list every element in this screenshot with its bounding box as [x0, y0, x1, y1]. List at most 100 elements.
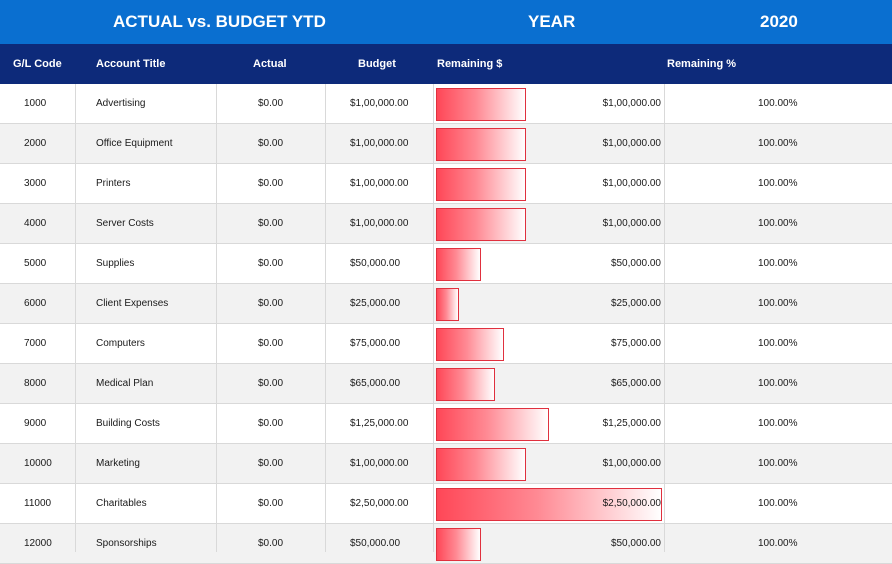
account-title-cell: Charitables: [96, 498, 147, 509]
actual-cell: $0.00: [258, 258, 284, 269]
table-row: 1000 Advertising $0.00 $1,00,000.00 $1,00,00…: [0, 84, 892, 124]
column-divider: [216, 84, 217, 552]
budget-cell: $1,00,000.00: [350, 218, 409, 229]
column-gl-code: G/L Code: [13, 58, 62, 70]
actual-cell: $0.00: [258, 138, 284, 149]
table-row: 7000 Computers $0.00 $75,000.00 $75,000.00 10…: [0, 324, 892, 364]
table-row: 8000 Medical Plan $0.00 $65,000.00 $65,000.0…: [0, 364, 892, 404]
budget-cell: $1,00,000.00: [350, 178, 409, 189]
actual-cell: $0.00: [258, 458, 284, 469]
remaining-amount-cell: $25,000.00: [610, 298, 661, 309]
actual-cell: $0.00: [258, 298, 284, 309]
budget-cell: $75,000.00: [350, 338, 401, 349]
budget-cell: $1,00,000.00: [350, 138, 409, 149]
report-banner: ACTUAL vs. BUDGET YTD YEAR 2020: [0, 0, 892, 44]
account-title-cell: Advertising: [96, 98, 146, 109]
gl-code-cell: 5000: [24, 258, 47, 269]
column-divider: [325, 84, 326, 552]
table-row: 4000 Server Costs $0.00 $1,00,000.00 $1,00,0…: [0, 204, 892, 244]
actual-cell: $0.00: [258, 218, 284, 229]
remaining-amount-cell: $1,00,000.00: [602, 218, 661, 229]
remaining-pct-cell: 100.00%: [758, 178, 798, 189]
remaining-pct-cell: 100.00%: [758, 498, 798, 509]
actual-cell: $0.00: [258, 418, 284, 429]
account-title-cell: Sponsorships: [96, 538, 157, 549]
year-value: 2020: [760, 12, 798, 31]
table-row: 2000 Office Equipment $0.00 $1,00,000.00 $1,…: [0, 124, 892, 164]
budget-cell: $50,000.00: [350, 538, 401, 549]
table-row: 12000 Sponsorships $0.00 $50,000.00 $50,000.…: [0, 524, 892, 564]
budget-cell: $65,000.00: [350, 378, 401, 389]
table-header: G/L Code Account Title Actual Budget Rem…: [0, 44, 892, 84]
column-divider: [664, 84, 665, 552]
table-row: 9000 Building Costs $0.00 $1,25,000.00 $1,25…: [0, 404, 892, 444]
table-row: 11000 Charitables $0.00 $2,50,000.00 $2,50,0…: [0, 484, 892, 524]
remaining-data-bar: [436, 528, 481, 561]
account-title-cell: Medical Plan: [96, 378, 154, 389]
budget-cell: $1,00,000.00: [350, 98, 409, 109]
remaining-data-bar: [436, 208, 526, 241]
remaining-pct-cell: 100.00%: [758, 138, 798, 149]
gl-code-cell: 11000: [24, 498, 52, 509]
table-row: 5000 Supplies $0.00 $50,000.00 $50,000.00 100…: [0, 244, 892, 284]
account-title-cell: Server Costs: [96, 218, 154, 229]
remaining-data-bar: [436, 288, 459, 321]
column-divider: [75, 84, 76, 552]
budget-table-body: 1000 Advertising $0.00 $1,00,000.00 $1,00,00…: [0, 84, 892, 564]
account-title-cell: Supplies: [96, 258, 135, 269]
gl-code-cell: 9000: [24, 418, 47, 429]
report-title: ACTUAL vs. BUDGET YTD: [113, 12, 326, 31]
remaining-data-bar: [436, 168, 526, 201]
year-label: YEAR: [528, 12, 576, 31]
actual-cell: $0.00: [258, 378, 284, 389]
remaining-pct-cell: 100.00%: [758, 218, 798, 229]
account-title-cell: Office Equipment: [96, 138, 173, 149]
budget-cell: $1,00,000.00: [350, 458, 409, 469]
remaining-pct-cell: 100.00%: [758, 538, 798, 549]
remaining-pct-cell: 100.00%: [758, 338, 798, 349]
budget-cell: $2,50,000.00: [350, 498, 409, 509]
remaining-pct-cell: 100.00%: [758, 378, 798, 389]
actual-cell: $0.00: [258, 178, 284, 189]
remaining-data-bar: [436, 408, 549, 441]
remaining-data-bar: [436, 248, 481, 281]
budget-cell: $1,25,000.00: [350, 418, 409, 429]
account-title-cell: Building Costs: [96, 418, 160, 429]
gl-code-cell: 3000: [24, 178, 47, 189]
remaining-pct-cell: 100.00%: [758, 98, 798, 109]
account-title-cell: Printers: [96, 178, 131, 189]
remaining-data-bar: [436, 368, 495, 401]
column-actual: Actual: [253, 58, 287, 70]
remaining-pct-cell: 100.00%: [758, 418, 798, 429]
column-remaining-pct: Remaining %: [667, 58, 737, 70]
gl-code-cell: 6000: [24, 298, 47, 309]
gl-code-cell: 10000: [24, 458, 52, 469]
gl-code-cell: 2000: [24, 138, 47, 149]
actual-cell: $0.00: [258, 338, 284, 349]
gl-code-cell: 1000: [24, 98, 47, 109]
remaining-data-bar: [436, 448, 526, 481]
account-title-cell: Computers: [96, 338, 145, 349]
gl-code-cell: 12000: [24, 538, 52, 549]
remaining-amount-cell: $50,000.00: [610, 538, 661, 549]
remaining-data-bar: [436, 88, 526, 121]
gl-code-cell: 7000: [24, 338, 47, 349]
account-title-cell: Marketing: [96, 458, 140, 469]
account-title-cell: Client Expenses: [96, 298, 169, 309]
remaining-amount-cell: $2,50,000.00: [602, 498, 661, 509]
table-row: 3000 Printers $0.00 $1,00,000.00 $1,00,000.0…: [0, 164, 892, 204]
column-divider: [433, 84, 434, 552]
remaining-amount-cell: $1,00,000.00: [602, 98, 661, 109]
table-row: 10000 Marketing $0.00 $1,00,000.00 $1,00,000…: [0, 444, 892, 484]
budget-cell: $25,000.00: [350, 298, 401, 309]
remaining-amount-cell: $1,00,000.00: [602, 458, 661, 469]
remaining-pct-cell: 100.00%: [758, 458, 798, 469]
actual-cell: $0.00: [258, 538, 284, 549]
remaining-amount-cell: $50,000.00: [610, 258, 661, 269]
gl-code-cell: 4000: [24, 218, 47, 229]
remaining-amount-cell: $1,25,000.00: [602, 418, 661, 429]
remaining-amount-cell: $1,00,000.00: [602, 178, 661, 189]
remaining-amount-cell: $75,000.00: [610, 338, 661, 349]
remaining-pct-cell: 100.00%: [758, 298, 798, 309]
budget-cell: $50,000.00: [350, 258, 401, 269]
